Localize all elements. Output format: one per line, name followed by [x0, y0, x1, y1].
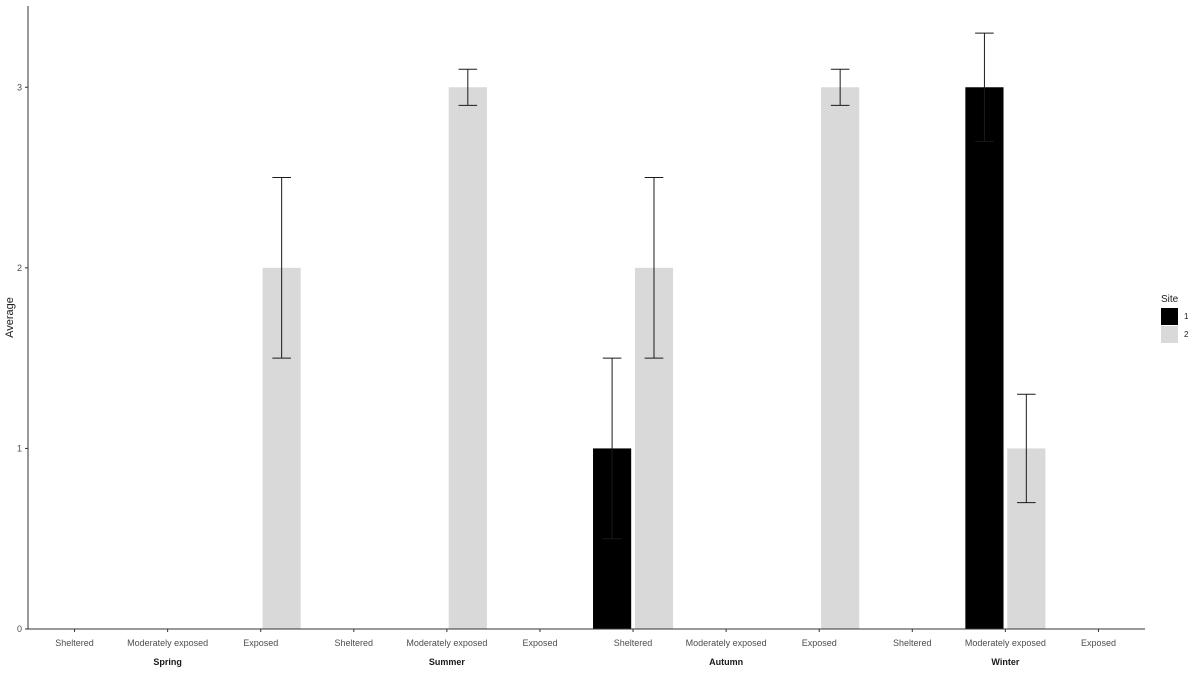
x-tick-label: Exposed [1081, 638, 1116, 648]
y-axis-ticks: 0 1 2 3 [17, 82, 28, 634]
x-tick-label: Exposed [243, 638, 278, 648]
y-tick-label: 3 [17, 82, 22, 92]
y-tick-label: 1 [17, 443, 22, 453]
bar-site-2 [821, 87, 860, 630]
legend-label: 2 [1184, 330, 1189, 339]
group-label: Summer [429, 657, 466, 667]
x-tick-label: Moderately exposed [406, 638, 487, 648]
y-tick-label: 2 [17, 263, 22, 273]
group-label: Autumn [709, 657, 743, 667]
legend-key-site-1 [1161, 308, 1178, 325]
legend-label: 1 [1184, 312, 1189, 321]
x-tick-label: Sheltered [335, 638, 374, 648]
group-label: Winter [991, 657, 1019, 667]
y-tick-label: 0 [17, 624, 22, 634]
x-tick-label: Moderately exposed [965, 638, 1046, 648]
x-tick-label: Moderately exposed [686, 638, 767, 648]
x-tick-label: Moderately exposed [127, 638, 208, 648]
bar-site-1 [965, 87, 1004, 630]
bars-layer [262, 87, 1046, 630]
error-bars-layer [272, 32, 1036, 540]
x-axis-ticks: Sheltered Moderately exposed Exposed Spring… [55, 629, 1116, 667]
bar-site-2 [448, 87, 487, 630]
x-tick-label: Exposed [522, 638, 557, 648]
legend: Site 1 2 [1161, 294, 1189, 343]
x-tick-label: Exposed [802, 638, 837, 648]
x-tick-label: Sheltered [55, 638, 94, 648]
group-label: Spring [153, 657, 182, 667]
legend-title: Site [1161, 294, 1179, 305]
x-tick-label: Sheltered [614, 638, 653, 648]
y-axis-title: Average [4, 297, 16, 338]
x-tick-label: Sheltered [893, 638, 932, 648]
legend-key-site-2 [1161, 326, 1178, 343]
